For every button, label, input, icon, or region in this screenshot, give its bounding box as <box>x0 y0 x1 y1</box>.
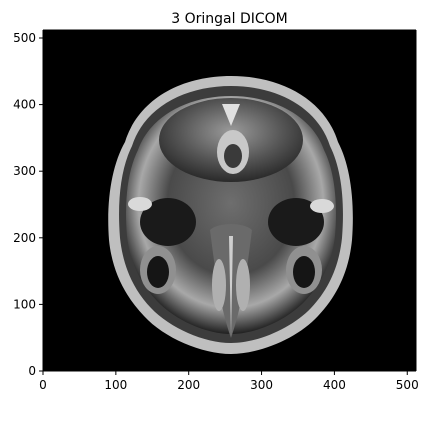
y-tick-label: 500 <box>13 31 36 45</box>
y-tick-label: 200 <box>13 231 36 245</box>
right-turbinate <box>236 259 250 311</box>
left-temporal-bright <box>128 197 152 211</box>
chart-title: 3 Oringal DICOM <box>171 11 287 27</box>
x-tick-label: 300 <box>250 378 273 392</box>
y-tick-label: 400 <box>13 98 36 112</box>
y-tick-label: 300 <box>13 164 36 178</box>
x-ticks: 0 100 200 300 400 500 <box>39 371 419 392</box>
y-tick-label: 0 <box>28 364 36 378</box>
right-orbit <box>268 198 324 246</box>
x-tick-label: 500 <box>396 378 419 392</box>
x-tick-label: 0 <box>39 378 47 392</box>
right-temporal-bright <box>310 199 334 213</box>
right-eye-dark <box>293 256 315 288</box>
vermis-bright <box>222 104 240 126</box>
left-turbinate <box>212 259 226 311</box>
left-eye-dark <box>147 256 169 288</box>
left-orbit <box>140 198 196 246</box>
y-ticks: 0 100 200 300 400 500 <box>13 31 43 378</box>
brainstem-core <box>224 144 242 168</box>
x-tick-label: 400 <box>323 378 346 392</box>
mri-image <box>43 30 416 371</box>
axes <box>42 29 417 372</box>
x-tick-label: 200 <box>177 378 200 392</box>
x-tick-label: 100 <box>104 378 127 392</box>
y-tick-label: 100 <box>13 297 36 311</box>
nasal-septum <box>229 236 233 336</box>
